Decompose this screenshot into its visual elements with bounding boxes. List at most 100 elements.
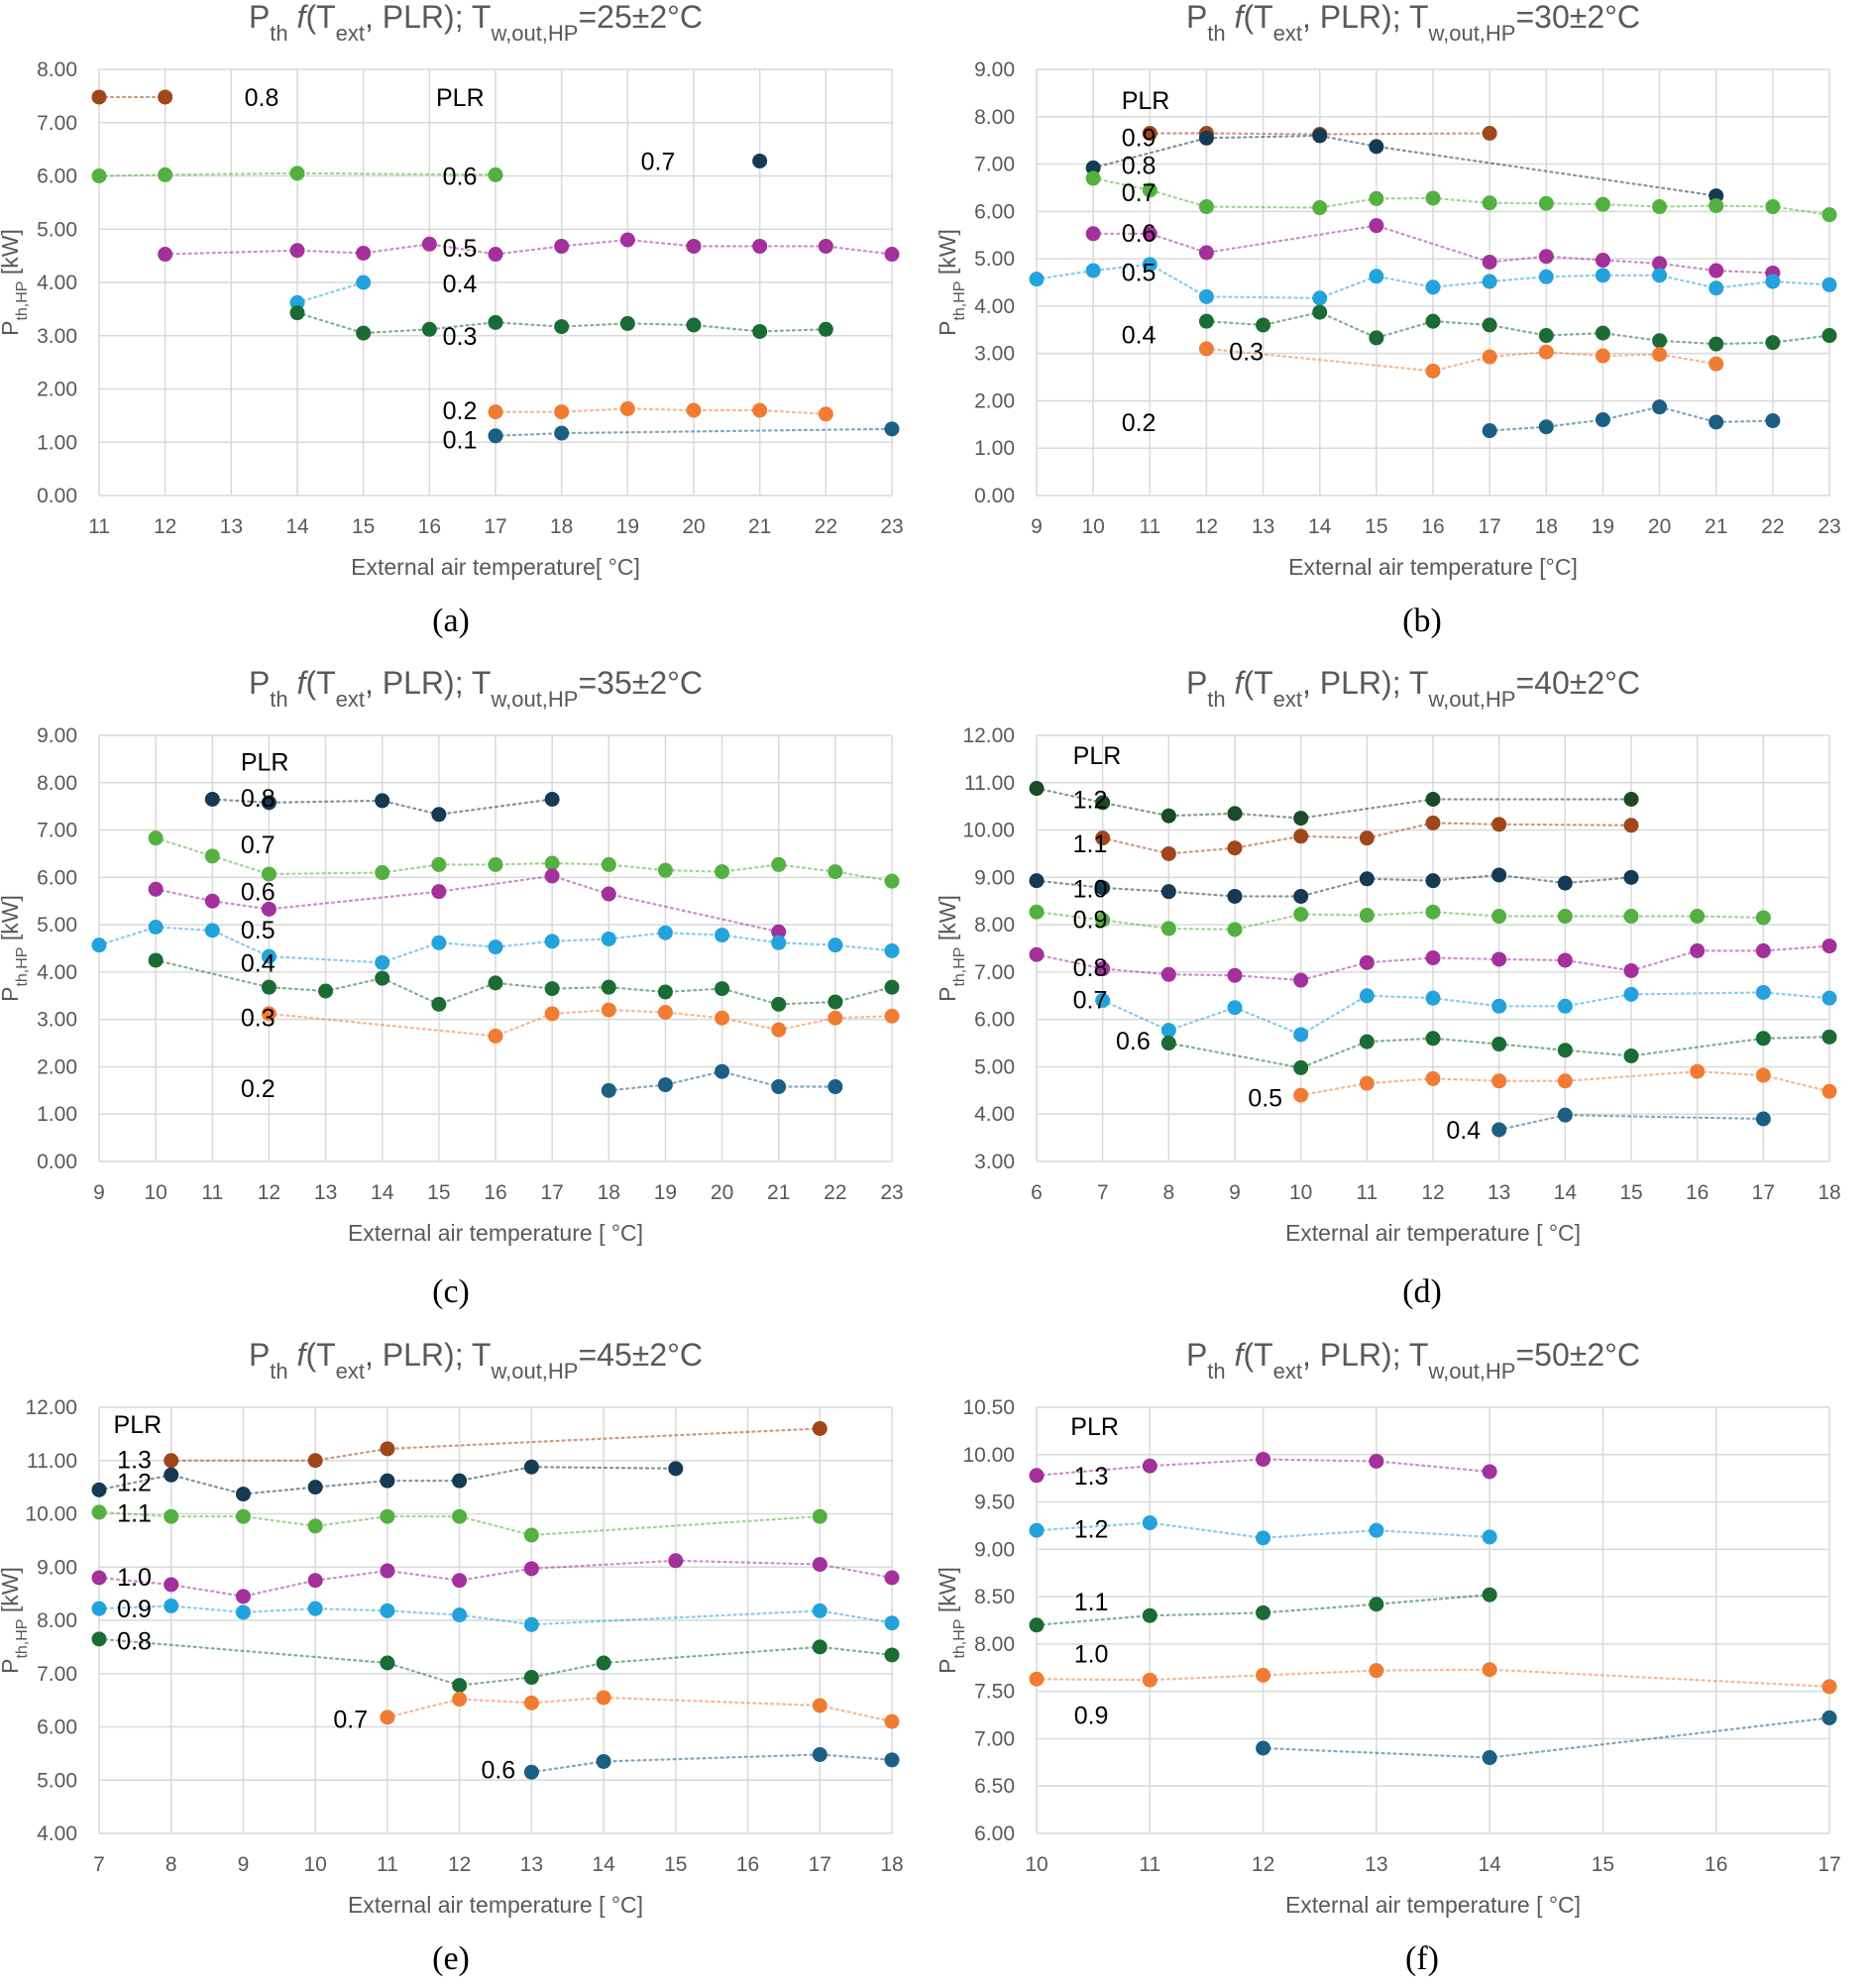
chart-c-data-point [715,864,730,880]
chart-e-data-point [235,1589,251,1604]
chart-d-data-point [1821,939,1837,954]
chart-b-data-point [1085,170,1101,186]
chart-d-data-point [1293,811,1309,827]
chart-svg-a: Pth f(Text, PLR); Tw,out,HP=25±2°C 0.00 1.… [0,0,904,580]
chart-b-plr-label: PLR [1122,87,1170,115]
chart-a-xtick-label: 17 [484,515,506,538]
chart-b-data-point [1821,276,1837,292]
chart-f-ytick-label: 6.00 [974,1822,1015,1845]
chart-a-ylabel: Pth,HP [kW] [0,229,31,336]
chart-c-plr-label: PLR [241,748,289,776]
chart-d-data-point [1160,884,1176,900]
chart-f-ytick-label: 7.50 [974,1681,1015,1704]
chart-d-trend-line [1101,822,1633,855]
chart-b-plr-label: 0.9 [1122,124,1157,152]
chart-c-xtick-label: 22 [824,1181,846,1204]
chart-a-plr-label: 0.8 [245,84,279,112]
chart-a-ytick-label: 1.00 [37,431,77,454]
chart-a-xtick-label: 21 [748,515,771,538]
chart-b-data-point [1425,279,1441,295]
chart-a-xtick-label: 18 [550,515,573,538]
chart-d-data-point [1227,922,1243,938]
chart-a-ytick-label: 0.00 [37,485,77,507]
chart-d-data-point [1293,828,1309,844]
chart-e-series-1_0 [91,1553,900,1604]
chart-b-data-point [1595,325,1610,341]
chart-b-data-point [1198,245,1214,261]
chart-d-data-point [1755,984,1771,1000]
chart-d-data-point [1623,986,1639,1002]
chart-d-data-point [1359,1034,1375,1049]
chart-b-plr-label: 0.8 [1122,153,1157,180]
chart-c-xtick-label: 18 [598,1181,620,1204]
chart-a-data-point [554,319,570,335]
chart-b-series-0_6 [1085,218,1781,280]
chart-e-data-point [452,1508,468,1524]
chart-c-xtick-label: 10 [144,1181,166,1204]
chart-a-series-0_3 [289,305,833,341]
chart-d-data-point [1690,942,1706,958]
chart-c-xtick-label: 20 [711,1181,733,1204]
chart-f-series-1_0 [1029,1662,1837,1695]
chart-d-data-point [1029,904,1045,920]
chart-a-data-point [554,404,570,420]
chart-f-series-1_3 [1029,1452,1497,1484]
chart-panel-c: Pth f(Text, PLR); Tw,out,HP=35±2°C 0.00 1.… [0,665,938,1261]
chart-a-series-0_2 [488,400,833,422]
chart-e-ytick-label: 8.00 [37,1609,77,1632]
chart-c-data-point [544,1006,560,1022]
chart-f-data-point [1256,1452,1271,1468]
chart-e-plr-label: 0.8 [117,1627,152,1655]
chart-b-data-point [1652,199,1668,215]
chart-a-data-point [488,166,503,182]
chart-d-plr-label: PLR [1073,742,1122,770]
chart-e-ytick-label: 6.00 [37,1716,77,1739]
chart-e-xlabel: External air temperature [ °C] [348,1892,643,1918]
chart-b-xtick-label: 9 [1031,515,1043,538]
chart-b-series-0_8 [1085,128,1724,204]
chart-a-series-0_4 [289,275,372,310]
chart-d-series-0_5 [1293,1063,1837,1103]
chart-a-data-point [91,89,107,105]
chart-a-data-point [884,421,900,437]
chart-b-ytick-label: 9.00 [974,58,1015,81]
chart-d-data-point [1623,962,1639,978]
chart-d-data-point [1623,818,1639,833]
chart-b-data-point [1369,139,1384,155]
chart-f-series-1_2 [1029,1515,1497,1546]
chart-e-data-point [380,1441,395,1457]
chart-b-data-point [1142,126,1158,141]
chart-e-series-1_3 [164,1421,827,1469]
chart-b-data-point [1482,274,1497,289]
chart-c-data-point [771,1079,787,1095]
chart-b-data-point [1538,419,1554,435]
chart-b-series-0_7 [1085,170,1837,223]
chart-panel-d: Pth f(Text, PLR); Tw,out,HP=40±2°C 3.00 4.… [935,665,1875,1261]
chart-a-data-point [752,153,768,168]
chart-e-data-point [523,1764,539,1780]
chart-d-data-point [1293,1027,1309,1043]
chart-d-ytick-label: 10.00 [962,820,1015,842]
chart-c-trend-line [268,1009,894,1038]
chart-f-data-point [1482,1750,1497,1766]
chart-a-title: Pth f(Text, PLR); Tw,out,HP=25±2°C [249,0,703,46]
chart-c-data-point [884,1008,900,1024]
chart-f-data-point [1029,1671,1045,1687]
chart-e-xtick-label: 12 [448,1853,471,1876]
chart-d-xtick-label: 17 [1752,1181,1775,1204]
chart-f-xtick-label: 16 [1705,1853,1727,1876]
chart-a-data-point [884,247,900,263]
chart-c-ytick-label: 1.00 [37,1103,77,1126]
chart-b-xtick-label: 16 [1421,515,1444,538]
chart-e-data-point [884,1752,900,1768]
chart-e-plr-label: 0.7 [333,1706,368,1733]
chart-b-data-point [1198,199,1214,215]
chart-e-data-point [235,1604,251,1620]
chart-d-plr-label: 0.7 [1073,987,1108,1015]
chart-a-data-point [91,168,107,183]
chart-d-data-point [1227,840,1243,856]
chart-d-data-point [1359,908,1375,924]
chart-d-data-point [1491,998,1507,1014]
chart-c-data-point [148,881,164,897]
chart-d-data-point [1095,880,1111,896]
